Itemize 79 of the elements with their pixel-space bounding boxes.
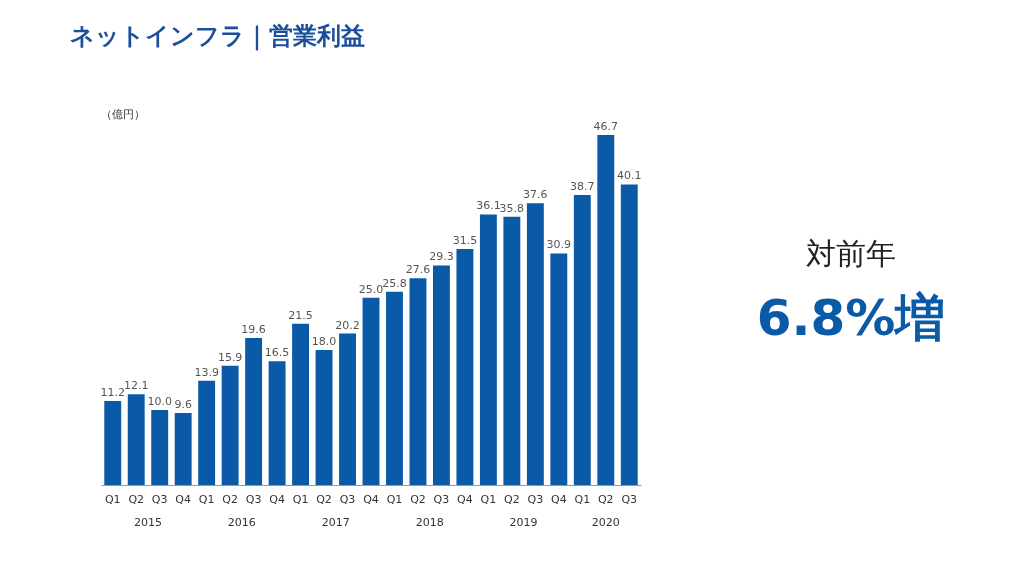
data-label: 21.5 — [288, 308, 313, 322]
bar — [526, 203, 544, 485]
bar — [198, 380, 216, 485]
x-tick-label: Q3 — [339, 492, 356, 506]
text: 2015 — [133, 516, 162, 529]
y-axis-title: （億円） — [101, 108, 145, 121]
x-tick-label: Q1 — [198, 492, 215, 506]
text: 2017 — [321, 516, 350, 529]
bar — [268, 361, 286, 485]
data-label: 25.8 — [382, 276, 407, 290]
x-tick-label: Q4 — [550, 492, 567, 506]
data-label: 12.1 — [123, 379, 149, 393]
bar — [550, 253, 568, 485]
data-label: 40.1 — [617, 169, 642, 183]
bar — [339, 333, 356, 485]
bar — [386, 291, 403, 485]
x-tick-label: Q3 — [621, 492, 638, 506]
text: 2019 — [509, 516, 538, 529]
data-label: 13.9 — [194, 365, 219, 379]
x-tick-label: Q4 — [363, 492, 379, 506]
data-label: 19.6 — [241, 323, 266, 337]
data-label: 20.2 — [335, 318, 360, 332]
chart-title: ネットインフラ｜営業利益 — [70, 22, 366, 51]
x-tick-label: Q4 — [175, 492, 192, 506]
bar — [409, 278, 427, 485]
bar — [456, 248, 474, 485]
x-tick-label: Q3 — [245, 492, 262, 506]
data-label: 38.7 — [570, 179, 595, 193]
data-label: 35.8 — [499, 201, 525, 215]
x-tick-label: Q3 — [527, 492, 544, 506]
bar — [315, 350, 333, 485]
bar — [620, 184, 638, 485]
text: 2016 — [227, 516, 256, 529]
data-label: 18.0 — [311, 335, 337, 349]
data-label: 36.1 — [476, 199, 501, 213]
data-label: 46.7 — [593, 120, 619, 133]
data-label: 37.6 — [523, 188, 548, 202]
x-tick-label: Q2 — [316, 492, 332, 506]
x-tick-label: Q1 — [386, 492, 403, 506]
data-label: 16.5 — [264, 346, 290, 360]
bar — [597, 135, 615, 485]
text: 対前年 — [806, 236, 896, 271]
bar — [245, 338, 263, 485]
data-label: 25.0 — [358, 282, 384, 296]
x-tick-label: Q1 — [574, 492, 591, 506]
data-label: 9.6 — [174, 398, 192, 412]
x-tick-label: Q2 — [222, 492, 238, 506]
data-label: 27.6 — [405, 263, 431, 277]
x-tick-label: Q4 — [269, 492, 285, 506]
bar — [104, 401, 122, 485]
bar — [573, 194, 591, 485]
data-label: 31.5 — [452, 233, 478, 247]
bar — [174, 413, 192, 485]
text: 2020 — [591, 516, 620, 529]
bar — [151, 410, 169, 485]
data-label: 29.3 — [429, 250, 454, 264]
x-tick-label: Q1 — [104, 492, 121, 506]
x-tick-label: Q2 — [597, 492, 614, 506]
x-tick-label: Q1 — [292, 492, 309, 506]
bar — [362, 297, 380, 485]
x-tick-label: Q3 — [433, 492, 450, 506]
data-label: 30.9 — [546, 238, 572, 252]
bar — [479, 214, 497, 485]
data-label: 15.9 — [217, 350, 243, 364]
bar — [292, 323, 310, 485]
x-tick-label: Q2 — [504, 492, 520, 506]
bar — [127, 394, 145, 485]
bar — [221, 365, 239, 485]
text: 2018 — [415, 516, 444, 529]
x-tick-label: Q3 — [151, 492, 168, 506]
x-tick-label: Q2 — [128, 492, 145, 506]
x-tick-label: Q4 — [457, 492, 473, 506]
bar — [432, 265, 450, 485]
data-label: 11.2 — [100, 386, 125, 400]
text: 6.8%増 — [756, 289, 946, 347]
bar — [503, 216, 521, 485]
x-tick-label: Q2 — [410, 492, 426, 506]
x-tick-label: Q1 — [480, 492, 497, 506]
data-label: 10.0 — [147, 395, 172, 409]
